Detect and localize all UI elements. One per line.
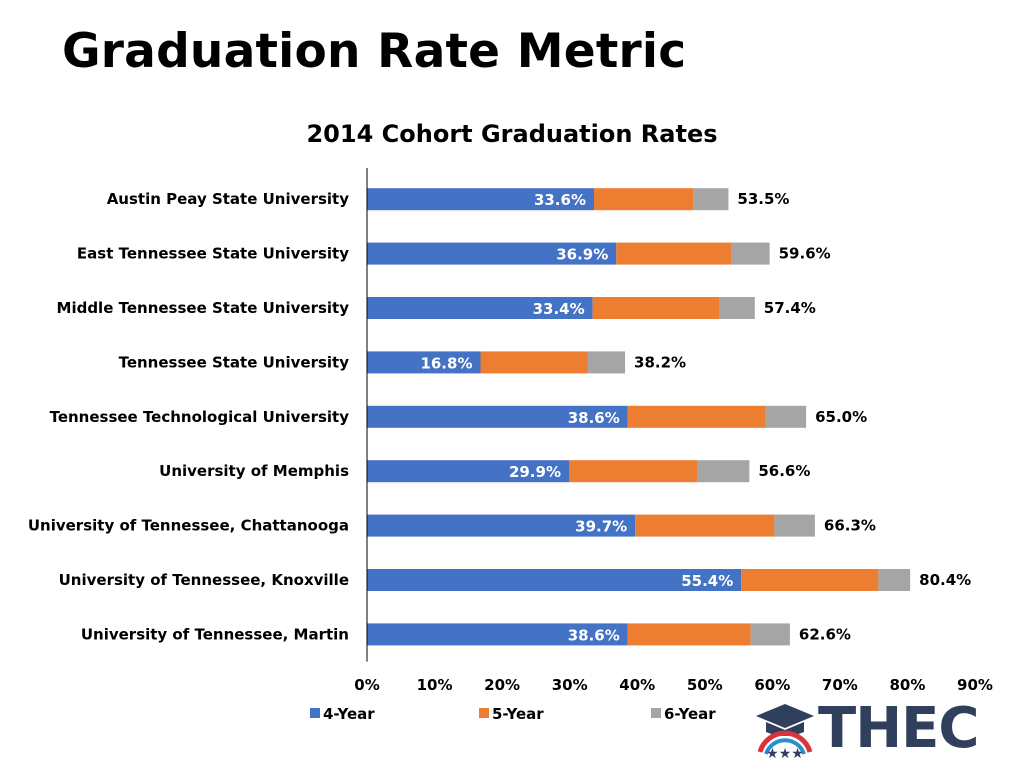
logo-text: THEC <box>818 696 979 761</box>
x-tick-label: 0% <box>354 676 379 694</box>
category-label: University of Tennessee, Knoxville <box>59 571 349 589</box>
category-label: East Tennessee State University <box>77 245 349 263</box>
category-labels: Austin Peay State University East Tenness… <box>28 190 349 643</box>
x-tick-label: 70% <box>822 676 858 694</box>
bar-segment-4-year <box>367 623 628 646</box>
segment-value-label: 16.8% <box>420 354 472 372</box>
thec-logo: ★★★ THEC <box>752 696 1004 762</box>
segment-value-label: 38.6% <box>568 626 620 644</box>
bar-segment-5-year <box>568 460 698 483</box>
x-tick-label: 80% <box>889 676 925 694</box>
bar-segment-5-year <box>635 514 775 537</box>
legend-swatch <box>479 708 489 718</box>
x-tick-label: 50% <box>687 676 723 694</box>
bar-segment-6-year <box>731 242 770 265</box>
slide-title: Graduation Rate Metric <box>62 24 687 79</box>
segment-value-label: 55.4% <box>681 572 733 590</box>
category-label: University of Memphis <box>159 462 349 480</box>
segment-value-label: 36.9% <box>556 246 608 264</box>
bar-segment-4-year <box>367 242 617 265</box>
x-tick-label: 10% <box>417 676 453 694</box>
legend-swatch <box>310 708 320 718</box>
category-label: Tennessee State University <box>119 353 350 371</box>
category-label: University of Tennessee, Chattanooga <box>28 517 349 535</box>
total-value-label: 56.6% <box>758 462 810 480</box>
segment-value-label: 29.9% <box>509 463 561 481</box>
segment-value-label: 38.6% <box>568 409 620 427</box>
bar-segment-4-year <box>367 188 594 211</box>
total-value-label: 65.0% <box>815 408 867 426</box>
bar-segment-5-year <box>480 351 588 374</box>
x-tick-label: 30% <box>552 676 588 694</box>
bar-segment-4-year <box>367 297 593 319</box>
bar-segment-6-year <box>878 569 911 591</box>
legend-swatch <box>651 708 661 718</box>
bar-segment-5-year <box>616 242 732 265</box>
chart-title: 2014 Cohort Graduation Rates <box>306 120 717 148</box>
x-tick-label: 20% <box>484 676 520 694</box>
total-value-label: 62.6% <box>799 625 851 643</box>
x-tick-label: 90% <box>957 676 993 694</box>
legend-label: 4-Year <box>323 705 375 723</box>
total-value-label: 57.4% <box>764 299 816 317</box>
bar-segment-4-year <box>367 460 569 483</box>
bar-segment-4-year <box>367 569 742 591</box>
x-tick-label: 60% <box>754 676 790 694</box>
bar-segment-6-year <box>765 405 807 428</box>
bar-segment-6-year <box>774 514 815 537</box>
legend-label: 6-Year <box>664 705 716 723</box>
bar-segment-5-year <box>627 405 766 428</box>
bar-segment-4-year <box>367 514 636 537</box>
category-label: Middle Tennessee State University <box>57 299 350 317</box>
bar-segment-5-year <box>741 569 879 591</box>
total-value-label: 38.2% <box>634 353 686 371</box>
bar-segment-6-year <box>750 623 790 646</box>
total-value-label: 80.4% <box>919 571 971 589</box>
bar-segment-4-year <box>367 351 481 374</box>
x-axis-ticks: 0% 10% 20% 30% 40% 50% 60% 70% 80% 90% <box>354 676 993 694</box>
bars: 33.6% 53.5% 36.9% 59.6% 33.4% 57.4% 16.8% 38.2%… <box>367 188 971 646</box>
graduation-cap-icon: ★★★ <box>756 704 814 762</box>
bar-segment-5-year <box>592 297 720 319</box>
category-label: University of Tennessee, Martin <box>81 625 349 643</box>
category-label: Tennessee Technological University <box>50 408 350 426</box>
x-tick-label: 40% <box>619 676 655 694</box>
legend-label: 5-Year <box>492 705 544 723</box>
bar-segment-6-year <box>587 351 626 374</box>
bar-segment-6-year <box>693 188 729 211</box>
bar-segment-4-year <box>367 405 628 428</box>
bar-segment-6-year <box>719 297 755 319</box>
category-label: Austin Peay State University <box>107 190 350 208</box>
legend: 4-Year 5-Year 6-Year <box>310 705 716 723</box>
bar-segment-5-year <box>627 623 751 646</box>
bar-segment-6-year <box>697 460 750 483</box>
total-value-label: 66.3% <box>824 517 876 535</box>
segment-value-label: 33.6% <box>534 191 586 209</box>
svg-text:★★★: ★★★ <box>766 746 804 760</box>
segment-value-label: 39.7% <box>575 518 627 536</box>
total-value-label: 59.6% <box>779 245 831 263</box>
segment-value-label: 33.4% <box>533 300 585 318</box>
total-value-label: 53.5% <box>737 190 789 208</box>
bar-segment-5-year <box>593 188 694 211</box>
